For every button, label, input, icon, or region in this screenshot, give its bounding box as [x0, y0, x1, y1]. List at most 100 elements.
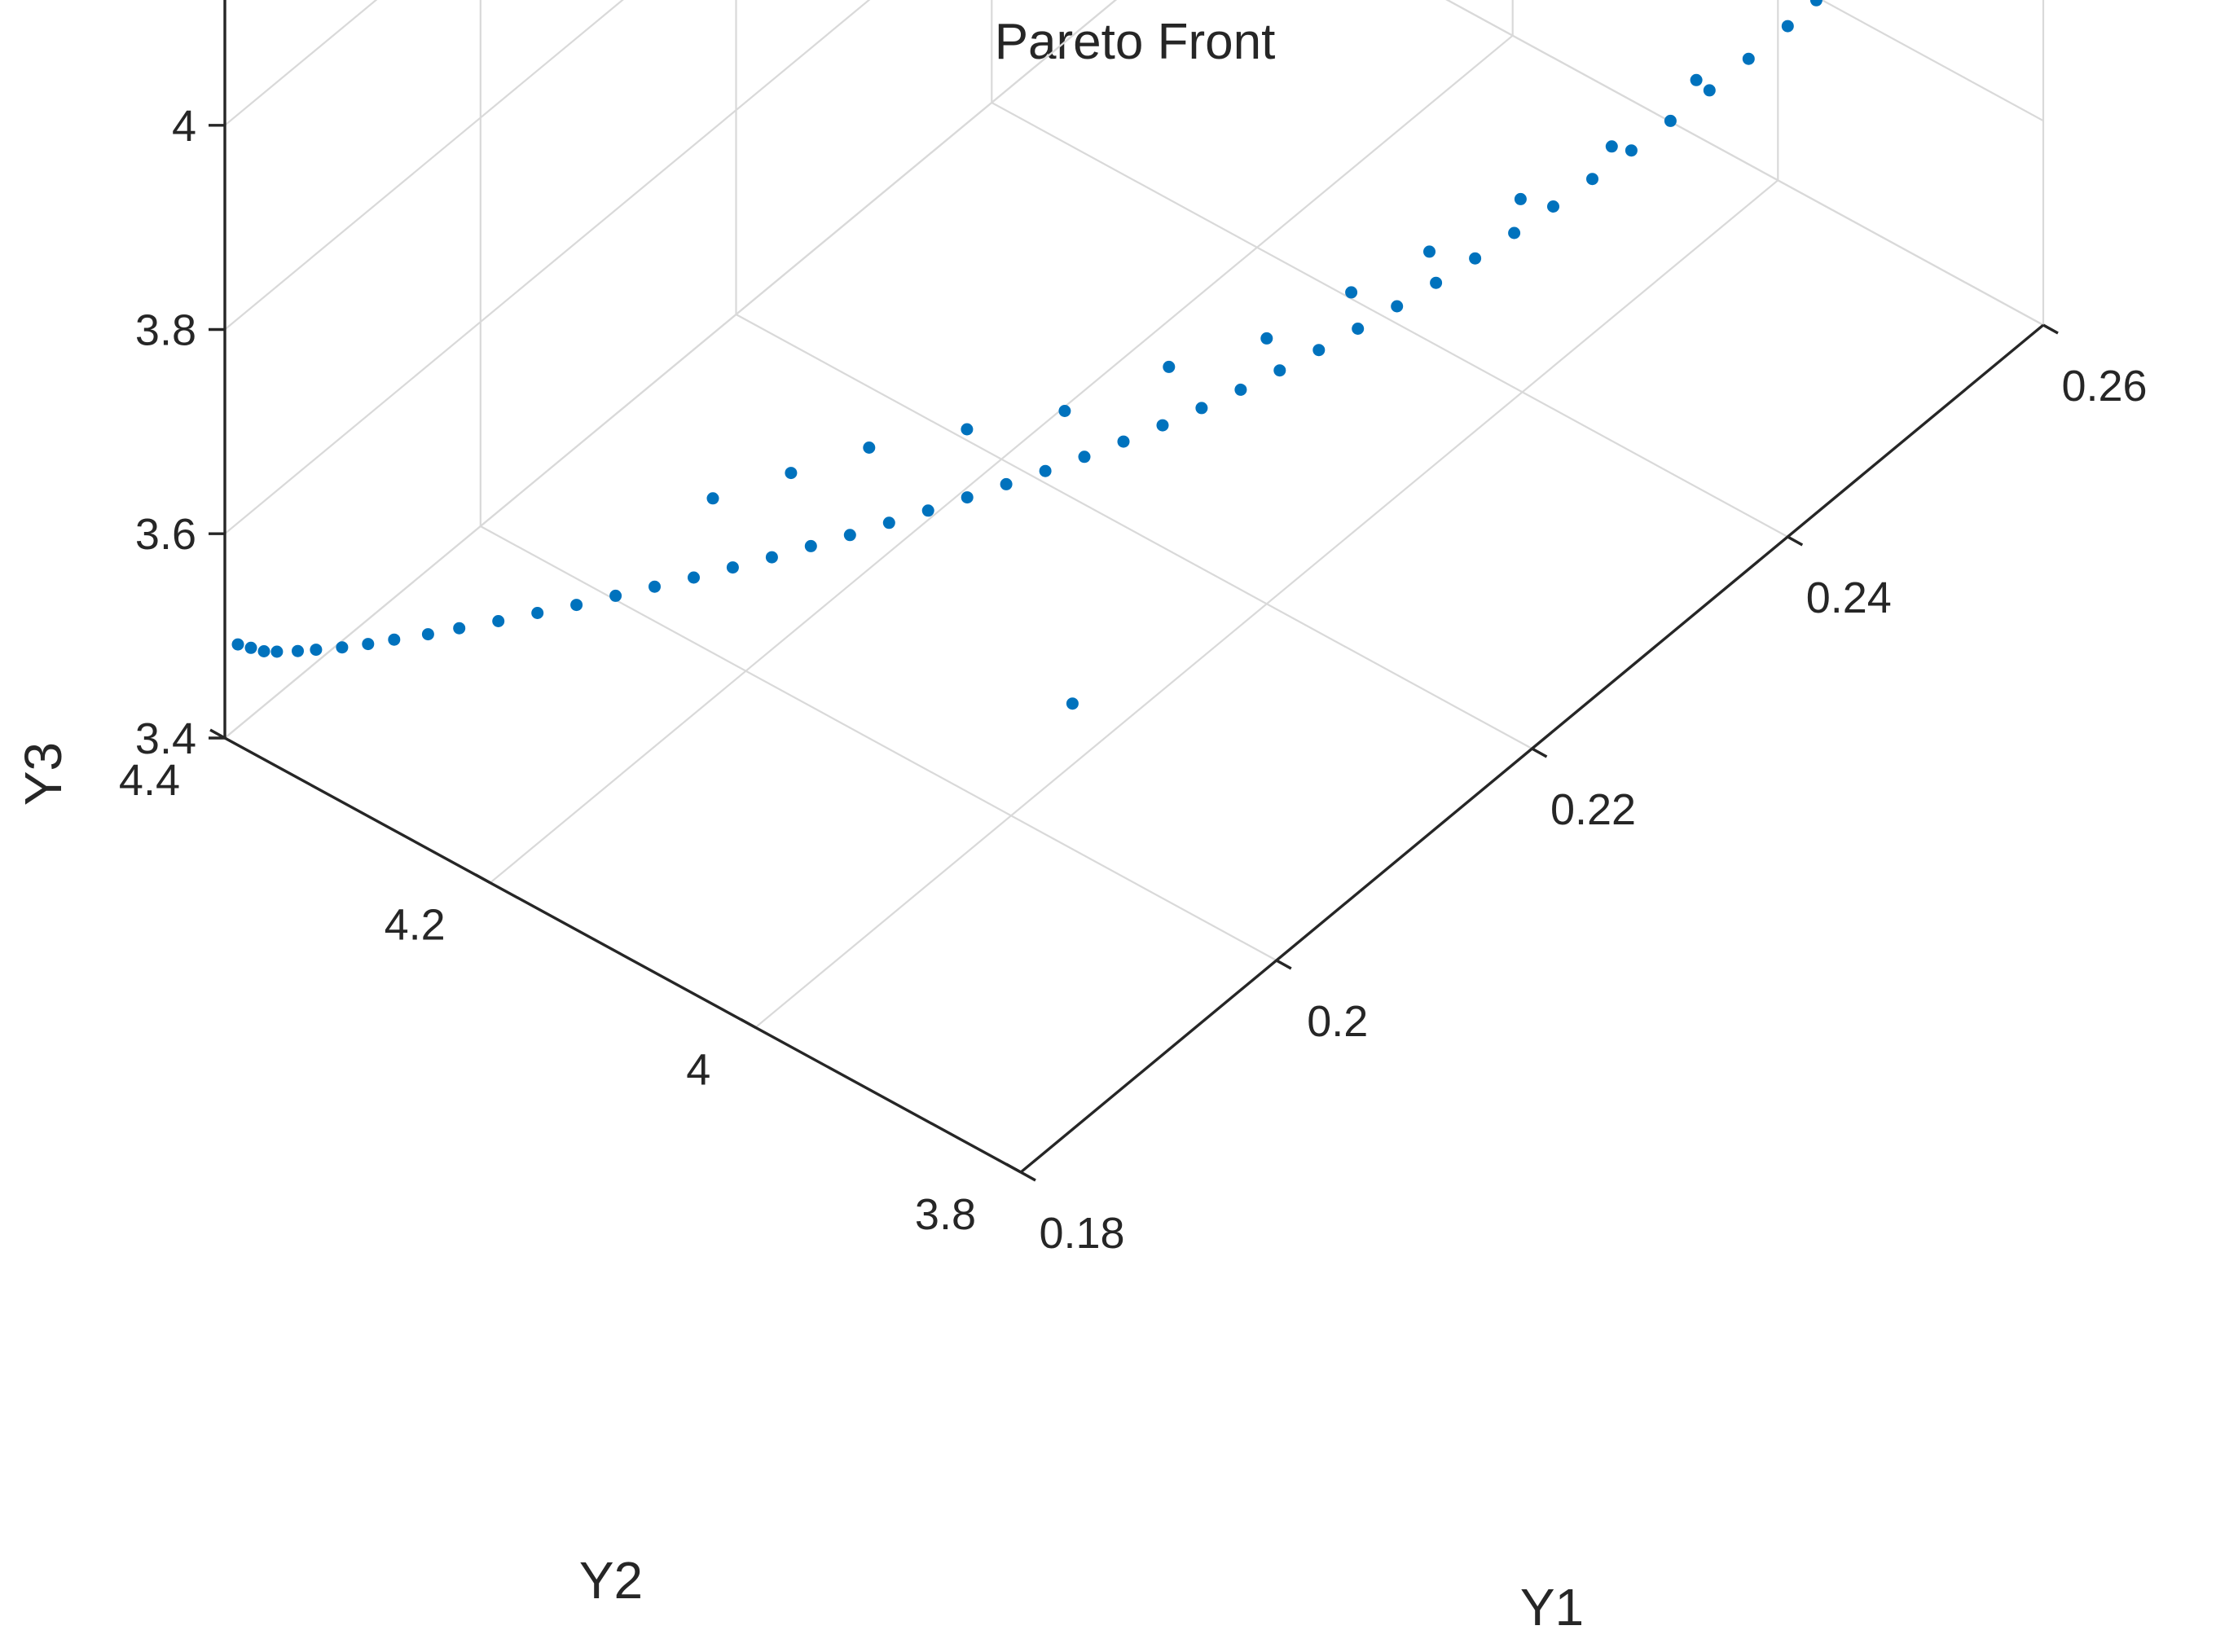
- data-point: [649, 580, 661, 593]
- data-point: [785, 467, 798, 480]
- y-tick-mark: [474, 873, 491, 885]
- data-point: [270, 645, 284, 658]
- z-tick-label: 3.6: [135, 510, 196, 559]
- data-point: [1423, 245, 1436, 258]
- data-point: [1039, 464, 1052, 477]
- x-tick-mark: [1275, 959, 1292, 970]
- data-point: [388, 633, 401, 646]
- data-point: [688, 571, 700, 584]
- x-tick-mark: [1020, 1171, 1036, 1182]
- grid-line: [754, 179, 1779, 1029]
- x-tick-mark: [2042, 323, 2059, 335]
- chart-title: Pareto Front: [995, 14, 1276, 70]
- data-point: [1514, 192, 1527, 205]
- data-point: [609, 589, 622, 602]
- y-axis-label: Y2: [579, 1551, 643, 1610]
- data-point: [706, 492, 719, 505]
- data-point: [921, 504, 934, 517]
- x-tick-label: 0.18: [1039, 1209, 1124, 1258]
- data-point: [726, 561, 739, 574]
- data-point: [257, 645, 270, 657]
- grid-line: [1445, 0, 2044, 326]
- x-tick-label: 0.2: [1307, 997, 1368, 1046]
- grid-line: [1445, 0, 2044, 326]
- axes: [209, 0, 2059, 1182]
- data-point: [362, 638, 375, 651]
- data-point: [1703, 84, 1716, 97]
- grid-line: [1820, 0, 2044, 122]
- data-point: [1000, 477, 1013, 490]
- grid: [223, 0, 2045, 1173]
- data-point: [570, 599, 583, 612]
- y-axis-line: [224, 736, 1022, 1174]
- y-tick-mark: [1005, 1162, 1022, 1174]
- x-axis-label: Y1: [1520, 1578, 1584, 1637]
- data-point: [244, 641, 257, 654]
- data-point: [1066, 697, 1079, 710]
- x-tick-label: 0.24: [1806, 573, 1892, 622]
- y-tick-label: 4.2: [385, 901, 446, 950]
- data-point: [1260, 332, 1273, 345]
- data-point: [1508, 226, 1521, 239]
- data-point: [1234, 383, 1247, 396]
- data-point: [1352, 323, 1365, 335]
- data-point: [453, 622, 466, 635]
- grid-line: [480, 525, 1277, 961]
- grid-line: [224, 0, 871, 535]
- grid-line: [224, 0, 624, 331]
- z-tick-label: 4: [172, 102, 196, 151]
- x-tick-label: 0.26: [2061, 362, 2147, 411]
- data-point: [882, 516, 895, 529]
- z-tick-label: 3.8: [135, 306, 196, 355]
- data-point: [1586, 173, 1598, 186]
- grid-line: [489, 34, 1514, 884]
- y-tick-label: 4.4: [119, 756, 180, 805]
- z-axis-label: Y3: [14, 742, 73, 806]
- data-point: [1117, 435, 1130, 448]
- data-point: [1391, 300, 1404, 313]
- data-point: [421, 628, 434, 641]
- data-point: [765, 551, 778, 564]
- data-point: [961, 491, 974, 504]
- y-tick-label: 3.8: [915, 1190, 976, 1239]
- data-point: [531, 607, 544, 619]
- data-point: [1163, 360, 1176, 373]
- data-point: [1345, 286, 1358, 299]
- x-tick-mark: [1787, 535, 1804, 547]
- data-point: [492, 615, 505, 627]
- data-point: [1742, 52, 1755, 65]
- data-point: [1312, 344, 1326, 357]
- data-point: [1058, 405, 1071, 417]
- data-point: [1605, 140, 1618, 153]
- data-point: [804, 539, 817, 552]
- z-tick-label: 3.4: [135, 714, 196, 763]
- data-point: [863, 442, 876, 454]
- grid-line: [735, 314, 1533, 749]
- data-point: [1809, 0, 1822, 7]
- data-point: [1156, 419, 1169, 432]
- data-point: [310, 644, 323, 657]
- data-point: [1690, 73, 1703, 86]
- y-tick-label: 4: [686, 1045, 710, 1094]
- data-points: [231, 0, 1822, 710]
- data-point: [1781, 20, 1794, 33]
- data-point: [292, 644, 304, 657]
- data-point: [1664, 114, 1677, 127]
- data-point: [1078, 450, 1091, 464]
- data-point: [961, 423, 974, 436]
- grid-line: [991, 102, 1788, 538]
- data-point: [231, 638, 244, 651]
- data-point: [1430, 276, 1443, 289]
- tick-labels: 0.180.20.220.240.263.844.24.43.43.63.844…: [119, 102, 2148, 1258]
- x-tick-mark: [1531, 747, 1548, 758]
- grid-line: [224, 0, 1118, 739]
- data-point: [1469, 252, 1482, 265]
- data-point: [1273, 364, 1286, 377]
- data-point: [1625, 144, 1638, 157]
- data-point: [336, 641, 349, 654]
- y-tick-mark: [740, 1017, 757, 1029]
- x-tick-label: 0.22: [1550, 785, 1636, 834]
- data-point: [843, 529, 856, 542]
- data-point: [1195, 402, 1208, 415]
